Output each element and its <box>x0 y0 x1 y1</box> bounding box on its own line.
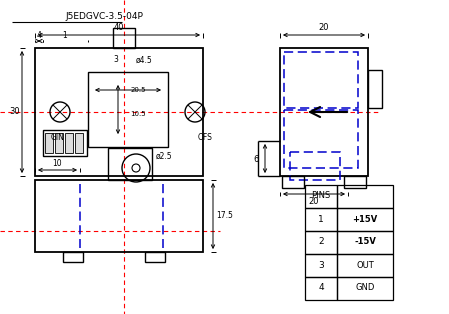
Bar <box>290 152 340 180</box>
Text: 1: 1 <box>318 214 324 224</box>
Text: 3: 3 <box>318 261 324 269</box>
Text: 17.5: 17.5 <box>216 212 233 220</box>
Text: 20: 20 <box>309 197 319 205</box>
Bar <box>337 254 393 277</box>
Text: 2: 2 <box>318 237 324 246</box>
Text: 30: 30 <box>10 107 20 116</box>
Bar <box>63 252 83 262</box>
Bar <box>337 277 393 300</box>
Bar <box>344 176 366 188</box>
Bar <box>43 130 87 156</box>
Text: 6: 6 <box>253 154 259 164</box>
Bar <box>35 180 203 252</box>
Text: 20.5: 20.5 <box>130 87 146 93</box>
Text: ø2.5: ø2.5 <box>156 151 172 160</box>
Bar <box>65 133 73 153</box>
Text: -15V: -15V <box>354 237 376 246</box>
Text: 4: 4 <box>318 284 324 293</box>
Text: 10: 10 <box>52 159 62 167</box>
Text: 20: 20 <box>319 24 329 33</box>
Bar <box>305 185 337 208</box>
Bar <box>108 148 152 180</box>
Bar <box>280 48 368 176</box>
Bar <box>337 208 393 231</box>
Text: 10.5: 10.5 <box>130 111 146 117</box>
Bar <box>113 28 135 48</box>
Bar <box>305 208 337 231</box>
Bar <box>284 52 358 108</box>
Bar <box>35 48 203 176</box>
Text: 3: 3 <box>114 56 119 64</box>
Text: 4: 4 <box>36 31 41 41</box>
Text: ø4.5: ø4.5 <box>136 56 152 64</box>
Bar <box>284 110 358 168</box>
Text: +15V: +15V <box>352 214 378 224</box>
Bar <box>368 70 382 108</box>
Bar <box>282 176 304 188</box>
Text: GIN: GIN <box>51 133 65 143</box>
Bar <box>305 254 337 277</box>
Bar <box>305 231 337 254</box>
Text: OFS: OFS <box>198 133 212 143</box>
Bar <box>88 72 168 147</box>
Text: J5EDGVC-3.5-04P: J5EDGVC-3.5-04P <box>65 12 143 21</box>
Bar <box>337 185 393 208</box>
Bar <box>75 133 83 153</box>
Bar <box>55 133 63 153</box>
Text: PINS: PINS <box>311 192 330 201</box>
Text: OUT: OUT <box>356 261 374 269</box>
Bar <box>337 231 393 254</box>
Bar <box>305 277 337 300</box>
Text: GND: GND <box>355 284 374 293</box>
Bar <box>45 133 53 153</box>
Text: 1: 1 <box>62 31 67 41</box>
Bar <box>145 252 165 262</box>
Text: 40: 40 <box>114 24 124 33</box>
